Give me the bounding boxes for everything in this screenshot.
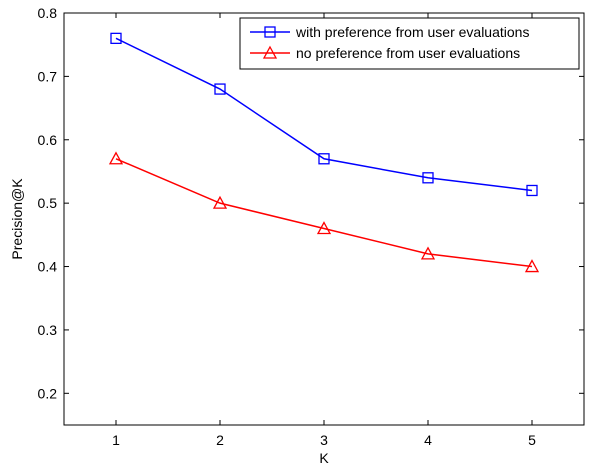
x-tick-label: 4	[424, 432, 432, 448]
data-point-series-2	[108, 151, 124, 165]
data-point-series-1	[526, 184, 538, 197]
x-axis-label: K	[319, 450, 329, 466]
x-tick-label: 5	[528, 432, 536, 448]
data-point-series-2	[524, 259, 540, 273]
data-point-series-2	[212, 195, 228, 209]
y-tick-label: 0.7	[38, 68, 58, 84]
series-line-2	[115, 158, 533, 268]
data-point-series-1	[110, 32, 122, 45]
y-tick-label: 0.3	[38, 322, 58, 338]
x-tick-label: 1	[112, 432, 120, 448]
legend-marker-triangle	[262, 45, 278, 59]
series-layer	[108, 32, 540, 273]
data-point-series-2	[316, 221, 332, 235]
data-point-series-1	[318, 153, 330, 165]
x-tick-label: 2	[216, 432, 224, 448]
y-axis-ticks: 0.2 0.3 0.4 0.5 0.6 0.7 0.8	[38, 5, 584, 401]
y-tick-label: 0.6	[38, 132, 58, 148]
data-point-series-2	[420, 246, 436, 260]
data-point-series-1	[422, 172, 434, 184]
legend-label-series-2: no preference from user evaluations	[296, 45, 520, 61]
y-tick-label: 0.5	[38, 195, 58, 211]
x-tick-label: 3	[320, 432, 328, 448]
legend-marker-square	[264, 26, 276, 38]
y-tick-label: 0.2	[38, 385, 58, 401]
plot-area	[63, 12, 585, 426]
y-tick-label: 0.4	[38, 259, 58, 275]
y-axis-label: Precision@K	[9, 178, 25, 260]
legend-box	[239, 17, 580, 70]
data-point-series-1	[214, 83, 226, 95]
x-axis-ticks: 1 2 3 4 5	[112, 13, 536, 448]
legend: with preference from user evaluations no…	[239, 17, 580, 70]
legend-label-series-1: with preference from user evaluations	[295, 24, 529, 40]
y-tick-label: 0.8	[38, 5, 58, 21]
series-line-1	[115, 37, 533, 192]
